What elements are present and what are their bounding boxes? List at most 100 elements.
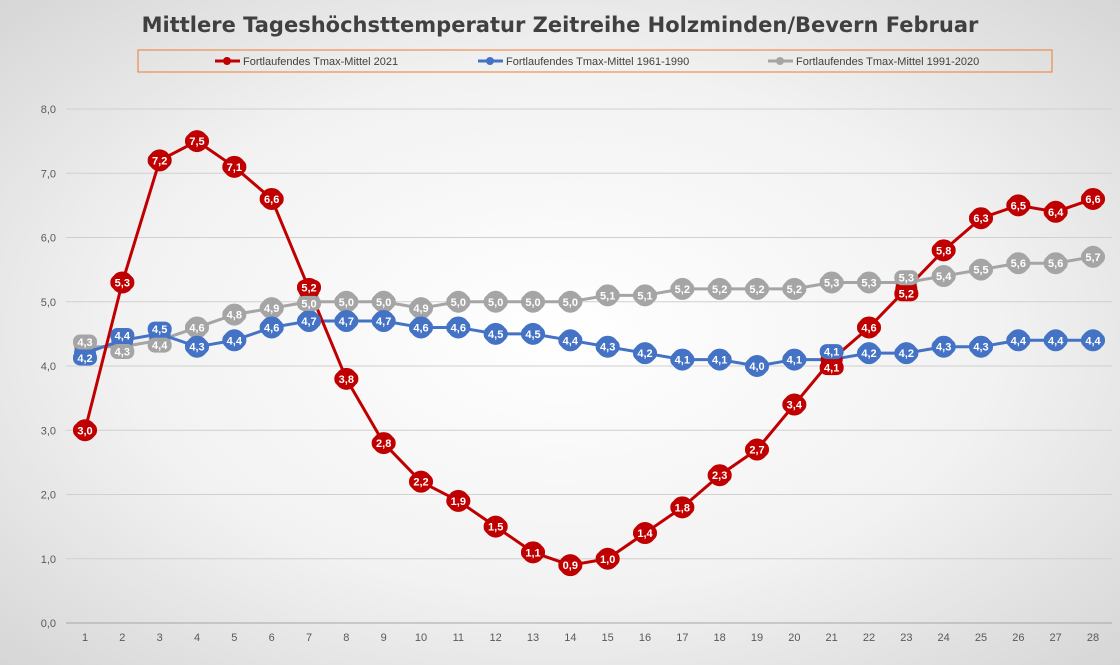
- data-label-group: 4,6: [409, 319, 433, 335]
- data-label-group: 6,6: [259, 191, 284, 207]
- data-label-background: [521, 544, 545, 560]
- data-label: 2,8: [376, 438, 391, 450]
- data-label-background: [297, 279, 321, 295]
- y-tick-label: 6,0: [41, 233, 56, 245]
- x-tick-label: 18: [714, 632, 726, 644]
- data-label-background: [446, 319, 471, 335]
- data-label: 4,7: [376, 316, 391, 328]
- data-label-group: 4,4: [1081, 332, 1105, 348]
- data-label: 6,6: [264, 194, 279, 206]
- data-label: 5,6: [1048, 258, 1063, 270]
- data-label: 1,1: [525, 547, 540, 559]
- legend-item: Fortlaufendes Tmax-Mittel 2021: [215, 56, 398, 68]
- data-label: 5,0: [376, 297, 391, 309]
- series-line: [83, 139, 1094, 567]
- data-label-background: [633, 525, 657, 541]
- data-label-background: [110, 274, 135, 290]
- data-label-group: 5,4: [931, 268, 956, 284]
- data-label: 4,6: [451, 322, 466, 334]
- data-label-group: 5,0: [446, 294, 471, 310]
- data-label: 4,4: [1011, 335, 1027, 347]
- data-label: 4,9: [264, 303, 279, 315]
- data-label-group: 2,8: [371, 435, 396, 451]
- legend-item: Fortlaufendes Tmax-Mittel 1961-1990: [478, 56, 689, 68]
- data-label: 4,4: [563, 335, 579, 347]
- data-label-background: [1081, 332, 1105, 348]
- data-label: 5,0: [301, 298, 316, 310]
- data-label-group: 5,1: [595, 287, 620, 303]
- data-label-background: [595, 287, 620, 303]
- data-label-background: [595, 551, 620, 567]
- data-label-background: [259, 300, 284, 316]
- data-label: 5,7: [1085, 252, 1100, 264]
- data-label-background: [707, 352, 732, 368]
- data-label-group: 3,4: [782, 397, 807, 413]
- data-label-background: [782, 397, 807, 413]
- data-label-group: 6,6: [1081, 191, 1105, 207]
- data-label-background: [931, 339, 956, 355]
- x-tick-label: 2: [119, 632, 125, 644]
- data-label-group: 4,6: [185, 319, 209, 335]
- data-label-background: [185, 133, 209, 149]
- data-label-background: [894, 286, 919, 302]
- data-label-background: [670, 499, 695, 515]
- data-label: 4,7: [339, 316, 354, 328]
- data-label-background: [782, 281, 807, 297]
- data-label-group: 4,4: [1006, 332, 1031, 348]
- data-label-background: [73, 422, 97, 438]
- data-label: 4,7: [301, 316, 316, 328]
- data-label-group: 4,3: [73, 334, 97, 350]
- data-label: 4,1: [675, 355, 690, 367]
- data-label-background: [110, 344, 135, 360]
- data-label-background: [745, 442, 769, 458]
- data-label: 4,4: [152, 340, 168, 352]
- x-tick-label: 19: [751, 632, 763, 644]
- data-label-background: [633, 345, 657, 361]
- data-label-background: [521, 294, 545, 310]
- data-label: 5,1: [600, 290, 615, 302]
- x-tick-label: 12: [490, 632, 502, 644]
- data-label: 4,5: [488, 329, 503, 341]
- data-label-group: 6,3: [969, 210, 993, 226]
- data-label-group: 1,0: [595, 551, 620, 567]
- data-label-background: [371, 313, 396, 329]
- data-label: 4,3: [600, 342, 615, 354]
- data-label-background: [371, 435, 396, 451]
- data-label-background: [857, 319, 881, 335]
- data-label: 4,4: [227, 335, 243, 347]
- data-label-group: 5,1: [633, 287, 657, 303]
- y-tick-label: 0,0: [41, 618, 56, 630]
- x-tick-label: 28: [1087, 632, 1099, 644]
- data-label-group: 4,3: [595, 339, 620, 355]
- data-label: 2,3: [712, 470, 727, 482]
- data-label: 5,1: [637, 290, 652, 302]
- data-label-group: 7,1: [222, 159, 247, 175]
- x-tick-label: 14: [564, 632, 576, 644]
- legend-box: [137, 49, 1053, 73]
- legend-label: Fortlaufendes Tmax-Mittel 2021: [243, 56, 398, 68]
- data-label: 4,6: [413, 322, 428, 334]
- data-label: 7,2: [152, 155, 167, 167]
- data-label: 4,6: [189, 322, 204, 334]
- data-label-background: [707, 467, 732, 483]
- data-label: 4,9: [413, 303, 428, 315]
- data-label: 2,2: [413, 477, 428, 489]
- x-tick-label: 16: [639, 632, 651, 644]
- data-label-background: [1043, 255, 1068, 271]
- data-label-background: [558, 332, 583, 348]
- data-label-background: [1043, 332, 1068, 348]
- data-label-group: 4,2: [857, 345, 881, 361]
- data-label-background: [371, 294, 396, 310]
- data-label: 6,4: [1048, 207, 1064, 219]
- data-label-group: 5,3: [819, 274, 844, 290]
- data-label: 4,2: [899, 348, 914, 360]
- x-tick-label: 15: [602, 632, 614, 644]
- data-label-background: [521, 326, 545, 342]
- data-label-background: [222, 332, 247, 348]
- data-label: 5,6: [1011, 258, 1026, 270]
- data-label-background: [110, 328, 135, 344]
- data-label-group: 6,5: [1006, 197, 1031, 213]
- data-label: 4,3: [77, 337, 92, 349]
- data-label: 5,2: [712, 284, 727, 296]
